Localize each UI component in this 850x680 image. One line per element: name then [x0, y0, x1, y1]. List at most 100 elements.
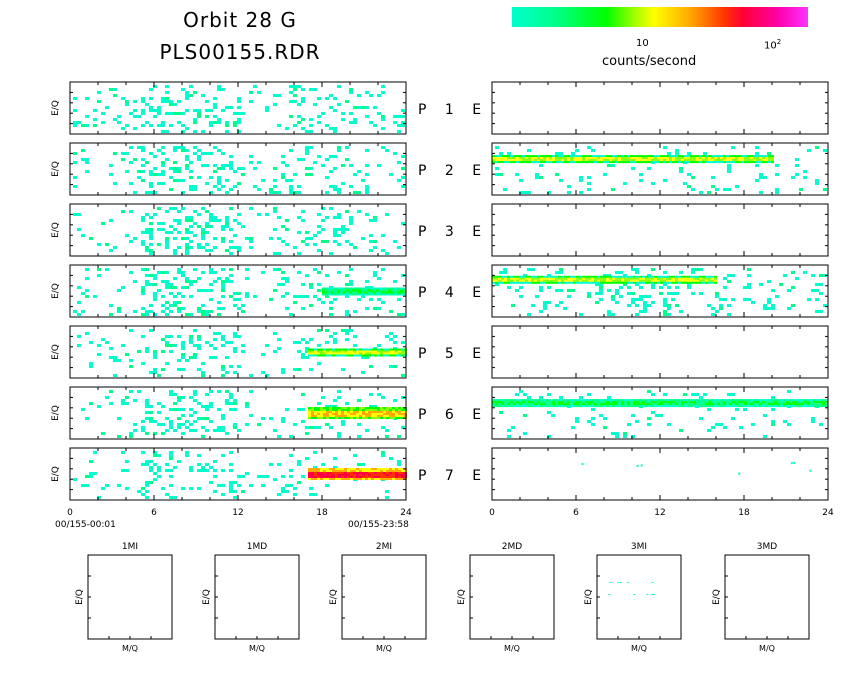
band-cell	[654, 281, 657, 284]
data-cell	[317, 344, 321, 347]
band-cell	[816, 401, 819, 404]
data-cell	[361, 106, 365, 109]
band-cell	[371, 411, 374, 413]
data-cell	[81, 234, 85, 237]
data-cell	[193, 146, 197, 149]
data-cell	[221, 286, 225, 289]
data-cell	[145, 274, 149, 277]
band-cell	[397, 293, 400, 296]
data-cell	[795, 277, 799, 280]
band-cell	[567, 403, 570, 406]
data-cell	[145, 405, 149, 408]
data-cell	[615, 301, 619, 304]
data-cell	[325, 295, 329, 298]
data-cell	[297, 408, 301, 411]
band-cell	[398, 415, 401, 417]
x-axis-label: M/Q	[504, 644, 520, 653]
data-cell	[185, 109, 189, 112]
band-cell	[570, 403, 573, 406]
band-cell	[678, 405, 681, 408]
band-cell	[519, 155, 522, 158]
band-cell	[383, 478, 386, 480]
data-cell	[217, 167, 221, 170]
band-cell	[570, 155, 573, 158]
band-cell	[597, 281, 600, 284]
data-cell	[125, 152, 129, 155]
band-cell	[720, 405, 723, 408]
band-cell	[403, 293, 406, 296]
data-cell	[217, 307, 221, 310]
band-cell	[341, 413, 344, 415]
band-cell	[522, 403, 525, 406]
band-cell	[314, 417, 317, 419]
band-cell	[359, 350, 362, 353]
data-cell	[237, 112, 241, 115]
data-cell	[297, 103, 301, 106]
band-cell	[377, 348, 380, 351]
data-cell	[651, 411, 655, 414]
band-cell	[780, 403, 783, 406]
data-cell	[213, 216, 217, 219]
band-cell	[308, 407, 311, 409]
band-cell	[702, 399, 705, 402]
data-cell	[249, 91, 253, 94]
band-cell	[344, 415, 347, 417]
data-cell	[185, 280, 189, 283]
band-cell	[344, 474, 347, 476]
data-cell	[249, 390, 253, 393]
band-cell	[666, 405, 669, 408]
data-cell	[527, 268, 531, 271]
data-cell	[181, 149, 185, 152]
band-cell	[606, 159, 609, 162]
band-cell	[320, 409, 323, 411]
band-cell	[579, 403, 582, 406]
band-cell	[762, 399, 765, 402]
band-cell	[750, 401, 753, 404]
band-cell	[714, 161, 717, 164]
data-cell	[209, 390, 213, 393]
data-cell	[651, 268, 655, 271]
data-cell	[357, 170, 361, 173]
data-cell	[603, 426, 607, 429]
data-cell	[189, 240, 193, 243]
band-cell	[579, 279, 582, 282]
band-cell	[311, 417, 314, 419]
band-cell	[522, 155, 525, 158]
data-cell	[329, 426, 333, 429]
band-cell	[320, 478, 323, 480]
band-cell	[777, 399, 780, 402]
band-cell	[338, 352, 341, 355]
band-cell	[350, 476, 353, 478]
data-cell	[237, 97, 241, 100]
data-cell	[221, 429, 225, 432]
data-cell	[229, 164, 233, 167]
data-cell	[145, 310, 149, 313]
data-cell	[253, 85, 257, 88]
data-cell	[197, 368, 201, 371]
band-cell	[570, 399, 573, 402]
band-cell	[711, 281, 714, 284]
data-cell	[181, 353, 185, 356]
band-cell	[690, 399, 693, 402]
band-cell	[588, 275, 591, 278]
data-cell	[217, 484, 221, 487]
data-cell	[369, 94, 373, 97]
band-cell	[314, 478, 317, 480]
data-cell	[209, 466, 213, 469]
band-cell	[768, 399, 771, 402]
data-cell	[633, 594, 636, 595]
data-cell	[129, 365, 133, 368]
band-cell	[371, 476, 374, 478]
data-cell	[169, 335, 173, 338]
data-cell	[145, 280, 149, 283]
band-cell	[585, 405, 588, 408]
data-cell	[173, 228, 177, 231]
band-cell	[362, 354, 365, 357]
band-cell	[546, 277, 549, 280]
data-cell	[149, 191, 153, 194]
data-cell	[269, 237, 273, 240]
band-cell	[341, 417, 344, 419]
band-cell	[768, 403, 771, 406]
band-cell	[386, 409, 389, 411]
band-cell	[693, 279, 696, 282]
